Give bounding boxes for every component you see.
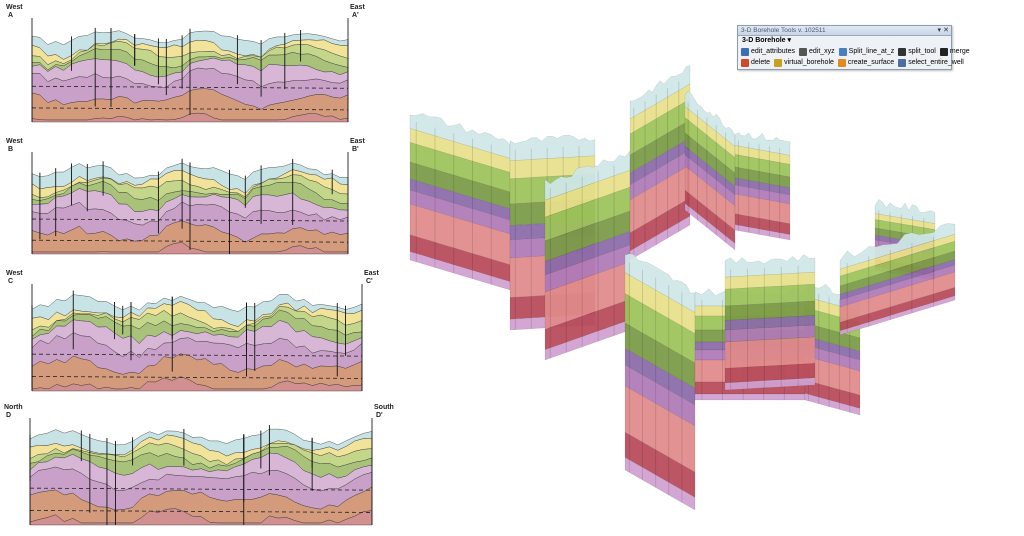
xyz-arrow-icon [798,47,807,56]
pencil-icon [774,58,783,67]
fence-layer [734,224,791,241]
section-letter-right: D' [376,412,383,419]
merge-button[interactable]: merge [939,46,970,57]
formation-boundary [31,107,349,111]
cursor-icon [898,47,907,56]
close-icon[interactable]: ✕ [943,27,949,34]
split-line-icon [838,47,847,56]
toolbar-button-label: create_surface [847,59,895,66]
toolbar-button-label: edit_attributes [751,48,795,55]
fence-layer [724,377,816,391]
fence-diagram-canvas[interactable] [395,0,1024,531]
fence-panel[interactable] [724,254,816,391]
toolbar-button-label: merge [949,48,970,55]
toolbar-button-label: Split_line_at_z [848,48,895,55]
fence-panel[interactable] [624,253,696,511]
cross-sections-panel: West East A A' West East B B' West East C C' Nort… [0,0,395,531]
section-direction-right: East [350,4,365,11]
toolbar-button-label: select_entire_well [908,59,964,66]
borehole-menu-label: 3-D Borehole [742,37,786,44]
cross-section-drawing [31,18,349,123]
delete-button[interactable]: delete [741,57,770,68]
fence-layer [684,202,736,251]
section-direction-left: North [4,404,23,411]
fence-layer [629,215,691,261]
section-letter-right: B' [352,146,359,153]
cross-section-drawing [31,152,349,255]
toolbar-button-label: edit_xyz [808,48,835,55]
borehole-menu[interactable]: 3-D Borehole ▾ [738,36,951,46]
select-well-icon [898,58,907,67]
fence-panel[interactable] [839,223,956,336]
section-direction-left: West [6,4,23,11]
section-letter-left: A [8,12,14,19]
fence-panel[interactable] [409,113,511,291]
edit-xyz-button[interactable]: edit_xyz [798,46,835,57]
section-letter-right: A' [352,12,359,19]
surface-icon [837,58,846,67]
fence-panel[interactable] [684,90,736,251]
section-letter-left: C [8,278,14,285]
cross-section-c: West East C C' [4,270,384,395]
chevron-down-icon: ▾ [787,37,792,44]
fence-panel[interactable] [734,132,791,241]
toolbar-button-label: split_tool [908,48,936,55]
section-direction-right: East [350,138,365,145]
create-surface-button[interactable]: create_surface [837,57,895,68]
edit-attributes-button[interactable]: edit_attributes [741,46,795,57]
fence-layer [624,456,696,511]
section-direction-left: West [6,138,23,145]
delete-icon [741,58,749,67]
fence-layer [724,336,816,369]
split-tool-button[interactable]: split_tool [898,46,936,57]
cross-section-drawing [31,284,363,392]
cross-section-drawing [29,418,373,526]
fence-layer [804,393,861,416]
3d-fence-diagram[interactable] [395,0,1024,531]
section-letter-right: C' [366,278,373,285]
split-line-at-z-button[interactable]: Split_line_at_z [838,46,895,57]
toolbar-title-bar[interactable]: 3-D Borehole Tools v. 102511 ▾ ✕ [738,26,951,36]
toolbar-row-1: edit_attributes edit_xyz Split_line_at_z sp… [738,46,970,57]
cross-section-a: West East A A' [4,4,370,126]
fence-layer [694,393,806,401]
section-letter-left: D [6,412,12,419]
formation-boundary [31,218,349,222]
formation-boundary [31,376,363,379]
cross-section-b: West East B B' [4,138,370,258]
pin-icon[interactable]: ▾ [937,27,941,34]
formation-boundary [29,487,373,491]
section-letter-left: B [8,146,14,153]
table-edit-icon [741,47,749,56]
fence-panel[interactable] [629,65,691,261]
section-direction-right: South [374,404,394,411]
borehole-tools-toolbar[interactable]: 3-D Borehole Tools v. 102511 ▾ ✕ 3-D Bor… [737,25,970,70]
formation-boundary [31,353,363,357]
toolbar-title: 3-D Borehole Tools v. 102511 [741,27,826,34]
section-direction-right: East [364,270,379,277]
toolbar-row-2: delete virtual_borehole create_surface sele… [738,57,964,68]
select-entire-well-button[interactable]: select_entire_well [898,57,964,68]
fence-layer [839,295,956,336]
fence-panel[interactable] [544,150,631,361]
formation-boundary [31,85,349,89]
check-icon [939,47,948,56]
formation-boundary [29,510,373,513]
toolbar-button-label: delete [751,59,771,66]
cross-section-d: North South D D' [2,404,394,529]
virtual-borehole-button[interactable]: virtual_borehole [774,57,834,68]
formation-boundary [31,239,349,243]
toolbar-button-label: virtual_borehole [784,59,834,66]
section-direction-left: West [6,270,23,277]
